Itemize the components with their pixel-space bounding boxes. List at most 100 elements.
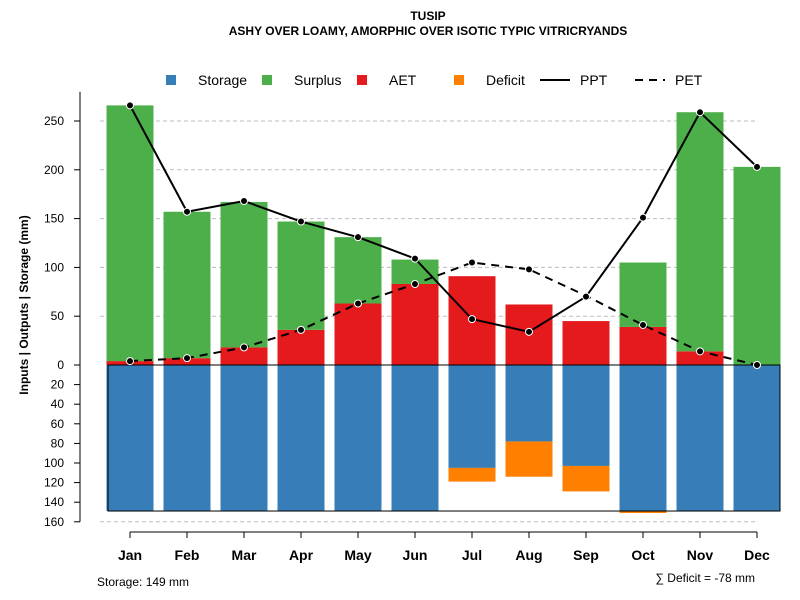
surplus-bar bbox=[220, 202, 268, 348]
deficit-bar bbox=[619, 511, 667, 513]
pet-point bbox=[753, 361, 761, 369]
y-tick-label: 100 bbox=[44, 456, 64, 470]
ppt-point bbox=[354, 233, 362, 242]
x-tick-label: Dec bbox=[744, 547, 770, 563]
x-tick-label: Oct bbox=[631, 547, 655, 563]
pet-point bbox=[354, 299, 362, 308]
ppt-line bbox=[129, 104, 758, 333]
x-tick-label: Jun bbox=[403, 547, 428, 563]
aet-bar bbox=[220, 347, 268, 365]
pet-legend-label: PET bbox=[675, 72, 703, 88]
ppt-point bbox=[183, 207, 191, 216]
aet-legend-label: AET bbox=[389, 72, 417, 88]
pet-point bbox=[696, 347, 704, 356]
legend: Storage Surplus AET Deficit PPT PET bbox=[166, 72, 703, 88]
x-tick-label: Apr bbox=[289, 547, 314, 563]
storage-bar bbox=[562, 365, 610, 466]
ppt-point bbox=[639, 213, 647, 222]
x-tick-label: Jan bbox=[118, 547, 142, 563]
x-tick-label: Feb bbox=[175, 547, 200, 563]
surplus-bar bbox=[391, 259, 439, 284]
ppt-point bbox=[525, 327, 533, 336]
y-tick-label: 80 bbox=[51, 436, 65, 450]
surplus-legend-swatch bbox=[262, 75, 272, 85]
x-tick-label: Mar bbox=[232, 547, 257, 563]
ppt-point bbox=[468, 315, 476, 324]
y-tick-label: 100 bbox=[44, 260, 64, 274]
pet-point bbox=[240, 343, 248, 352]
deficit-legend-label: Deficit bbox=[486, 72, 525, 88]
y-tick-label: 0 bbox=[57, 358, 64, 372]
y-axis-label: Inputs | Outputs | Storage (mm) bbox=[17, 215, 31, 394]
deficit-legend-swatch bbox=[454, 75, 464, 85]
surplus-bar bbox=[334, 237, 382, 304]
storage-legend-label: Storage bbox=[198, 72, 247, 88]
surplus-bar bbox=[733, 166, 781, 365]
y-tick-label: 120 bbox=[44, 476, 64, 490]
storage-capacity-box bbox=[107, 364, 781, 512]
storage-bar bbox=[391, 365, 439, 512]
pet-line bbox=[129, 261, 758, 366]
storage-bar bbox=[277, 365, 325, 512]
ppt-point bbox=[696, 108, 704, 117]
deficit-bar bbox=[562, 465, 610, 492]
aet-bar bbox=[334, 303, 382, 365]
pet-point bbox=[639, 320, 647, 329]
axes: 0 50 100 150 200 250 20 40 60 80 100 120 140 160 Jan Fe… bbox=[44, 91, 770, 563]
surplus-legend-label: Surplus bbox=[294, 72, 341, 88]
deficit-note: ∑ Deficit = -78 mm bbox=[655, 571, 755, 585]
surplus-bar bbox=[163, 211, 211, 359]
deficit-bar bbox=[448, 467, 496, 482]
storage-bar bbox=[448, 365, 496, 468]
ppt-point bbox=[753, 162, 761, 171]
bars bbox=[106, 105, 781, 513]
ppt-point bbox=[582, 292, 590, 301]
ppt-legend-label: PPT bbox=[580, 72, 608, 88]
ppt-point bbox=[411, 254, 419, 263]
aet-bar bbox=[562, 321, 610, 365]
surplus-bar bbox=[106, 105, 154, 362]
pet-point bbox=[126, 357, 134, 366]
storage-bar bbox=[106, 365, 154, 512]
pet-point bbox=[297, 325, 305, 334]
pet-point bbox=[183, 354, 191, 363]
aet-bar bbox=[391, 283, 439, 365]
y-tick-label: 20 bbox=[51, 378, 65, 392]
pet-point bbox=[525, 265, 533, 274]
y-tick-label: 160 bbox=[44, 515, 64, 529]
y-tick-label: 60 bbox=[51, 417, 65, 431]
surplus-bar bbox=[277, 221, 325, 330]
surplus-bar bbox=[676, 112, 724, 352]
y-tick-label: 40 bbox=[51, 397, 65, 411]
y-tick-label: 200 bbox=[44, 163, 64, 177]
pet-point bbox=[411, 279, 419, 288]
ppt-point bbox=[297, 217, 305, 226]
storage-bar bbox=[220, 365, 268, 512]
storage-bar bbox=[505, 365, 553, 442]
storage-bar bbox=[619, 365, 667, 512]
storage-note: Storage: 149 mm bbox=[97, 575, 189, 589]
x-tick-label: Sep bbox=[573, 547, 599, 563]
x-tick-label: Nov bbox=[687, 547, 714, 563]
deficit-bar bbox=[505, 441, 553, 477]
y-tick-label: 140 bbox=[44, 495, 64, 509]
lines bbox=[126, 101, 761, 369]
storage-bar bbox=[733, 365, 781, 512]
x-tick-label: May bbox=[344, 547, 371, 563]
chart-subtitle: ASHY OVER LOAMY, AMORPHIC OVER ISOTIC TY… bbox=[229, 24, 628, 38]
pet-point bbox=[468, 258, 476, 267]
storage-bar bbox=[163, 365, 211, 512]
y-tick-label: 50 bbox=[51, 309, 65, 323]
ppt-point bbox=[240, 197, 248, 206]
y-tick-label: 250 bbox=[44, 114, 64, 128]
x-tick-label: Aug bbox=[515, 547, 542, 563]
ppt-point bbox=[126, 101, 134, 110]
chart-title: TUSIP bbox=[410, 9, 445, 23]
y-tick-label: 150 bbox=[44, 212, 64, 226]
x-tick-label: Jul bbox=[462, 547, 482, 563]
storage-legend-swatch bbox=[166, 75, 176, 85]
storage-bar bbox=[676, 365, 724, 512]
storage-bar bbox=[334, 365, 382, 512]
aet-legend-swatch bbox=[357, 75, 367, 85]
